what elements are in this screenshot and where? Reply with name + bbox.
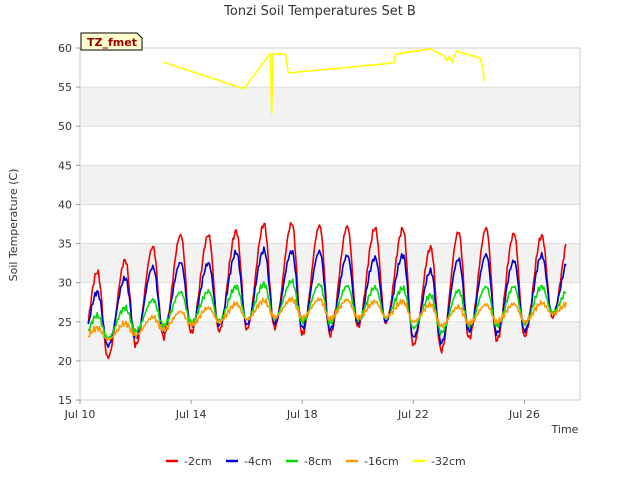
plot-area-border (79, 47, 581, 401)
y-tick-label: 60 (58, 42, 72, 55)
band (80, 243, 580, 283)
series-line-minus-32cm (163, 48, 485, 115)
x-tick-label: Jul 14 (175, 408, 207, 421)
data-series (87, 48, 567, 360)
x-axis-label: Time (551, 423, 579, 436)
y-tick-label: 40 (58, 198, 72, 211)
band (80, 321, 580, 361)
y-tick-label: 30 (58, 277, 72, 290)
y-axis-ticks: 15 20 25 30 35 40 45 50 55 60 (58, 42, 80, 407)
series-line-minus-16cm (87, 296, 567, 342)
x-tick-label: Jul 18 (286, 408, 318, 421)
legend-label: -2cm (184, 455, 212, 468)
legend-label: -32cm (431, 455, 466, 468)
y-tick-label: 45 (58, 159, 72, 172)
y-tick-label: 35 (58, 238, 72, 251)
y-tick-label: 25 (58, 316, 72, 329)
y-tick-label: 50 (58, 120, 72, 133)
x-tick-label: Jul 26 (508, 408, 540, 421)
legend: -2cm -4cm -8cm -16cm -32cm (166, 455, 466, 468)
y-tick-label: 55 (58, 81, 72, 94)
x-tick-label: Jul 10 (64, 408, 96, 421)
site-tag-text: TZ_fmet (87, 36, 137, 49)
legend-label: -16cm (364, 455, 399, 468)
x-axis-ticks: Jul 10 Jul 14 Jul 18 Jul 22 Jul 26 (64, 400, 540, 421)
y-tick-label: 20 (58, 355, 72, 368)
y-axis-label: Soil Temperature (C) (7, 169, 20, 282)
band (80, 165, 580, 205)
legend-label: -4cm (244, 455, 272, 468)
y-tick-label: 15 (58, 394, 72, 407)
chart-title: Tonzi Soil Temperatures Set B (223, 4, 416, 19)
site-tag: TZ_fmet (80, 32, 143, 51)
x-tick-label: Jul 22 (397, 408, 429, 421)
legend-label: -8cm (304, 455, 332, 468)
site-tag-box (80, 32, 143, 51)
band (80, 87, 580, 127)
